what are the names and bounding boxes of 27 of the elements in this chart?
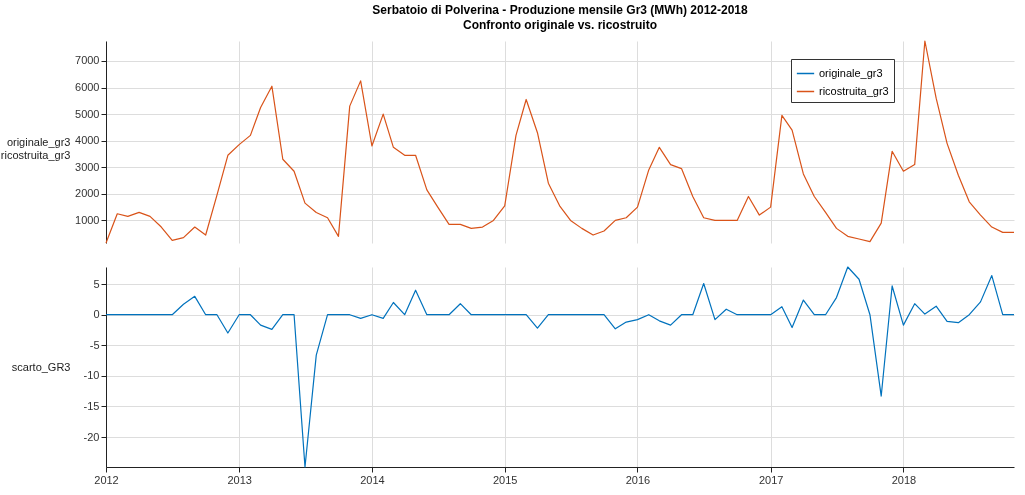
chart-subtitle: Confronto originale vs. ricostruito [462, 18, 658, 33]
x-tick-label: 2018 [891, 473, 917, 486]
x-tick-label: 2016 [625, 473, 651, 486]
x-tick-label: 2014 [360, 473, 385, 486]
y-tick-label: -5 [89, 338, 100, 351]
y-tick-label: 6000 [75, 81, 100, 94]
legend-label: originale_gr3 [819, 66, 883, 79]
y-tick-label: 5 [93, 277, 100, 290]
y-axis-title: originale_gr3 ricostruita_gr3 [0, 135, 71, 161]
x-tick-label: 2015 [492, 473, 518, 486]
y-tick-label: 4000 [75, 134, 100, 147]
y-tick-label: 5000 [75, 107, 100, 120]
y-tick-label: -10 [83, 369, 100, 382]
y-tick-label: 1000 [75, 213, 100, 226]
chart-title: Serbatoio di Polverina - Produzione mensile Gr3 (MWh) 2012-2018 [372, 3, 749, 18]
x-tick-label: 2013 [227, 473, 252, 486]
x-tick-label: 2012 [94, 473, 119, 486]
y-tick-label: -20 [83, 430, 100, 443]
line-series [105, 40, 1015, 244]
y-tick-label: 0 [93, 308, 100, 321]
y-tick-label: 7000 [75, 54, 100, 67]
y-tick-label: 2000 [75, 187, 100, 200]
y-tick-label: 3000 [75, 160, 100, 173]
y-tick-label: -15 [83, 399, 100, 412]
x-tick-label: 2017 [758, 473, 784, 486]
y-axis-title: scarto_GR3 [11, 360, 71, 373]
legend-label: ricostruita_gr3 [819, 84, 889, 97]
